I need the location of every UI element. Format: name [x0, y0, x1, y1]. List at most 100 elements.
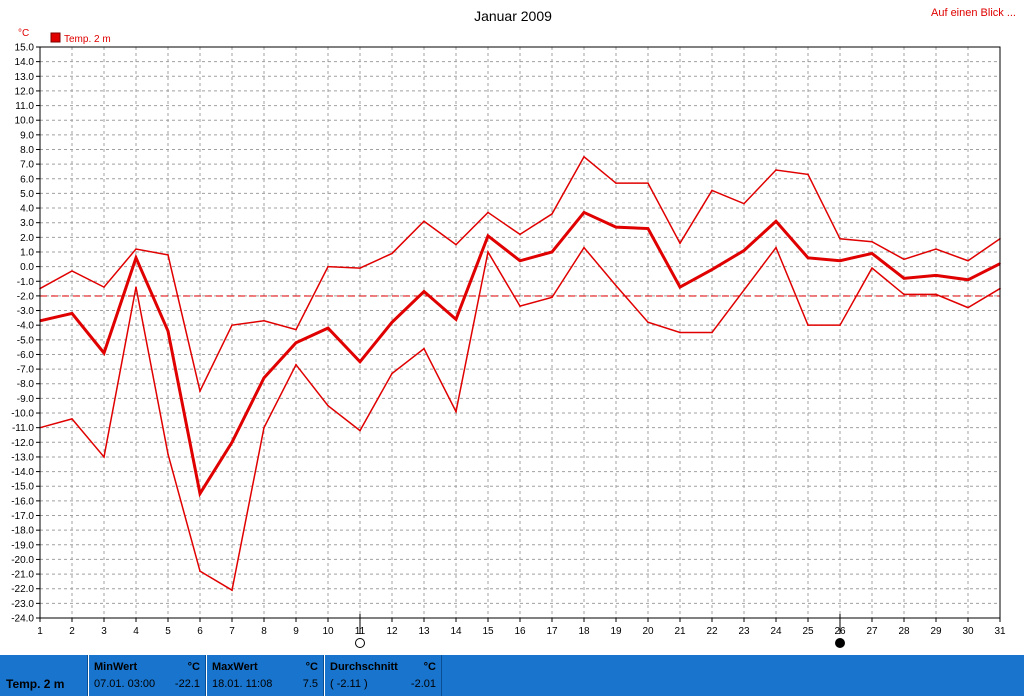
data-point-max [519, 233, 521, 236]
x-tick-label: 19 [610, 626, 622, 637]
y-tick-label: -20.0 [11, 555, 34, 566]
data-point-max [935, 248, 937, 250]
data-point-min [263, 426, 265, 429]
x-tick-label: 17 [546, 626, 558, 637]
max-value-box: MaxWert °C 18.01. 11:08 7.5 [207, 655, 324, 696]
data-point-min [327, 404, 329, 407]
max-header: MaxWert [212, 661, 258, 673]
statistics-bar: Temp. 2 m MinWert °C 07.01. 03:00 -22.1 … [0, 655, 1024, 696]
y-tick-label: -10.0 [11, 409, 34, 420]
y-tick-label: 1.0 [20, 247, 34, 258]
data-point-min [295, 363, 297, 366]
legend-label[interactable]: Temp. 2 m [64, 34, 111, 45]
x-tick-label: 3 [101, 626, 107, 637]
x-tick-label: 23 [738, 626, 750, 637]
overview-link[interactable]: Auf einen Blick ... [931, 7, 1016, 19]
data-point-mean [839, 259, 841, 262]
y-tick-label: -5.0 [17, 335, 35, 346]
y-tick-label: 11.0 [15, 101, 34, 112]
min-value-box: MinWert °C 07.01. 03:00 -22.1 [89, 655, 206, 696]
data-point-mean [391, 321, 393, 324]
footer-series: Temp. 2 m [0, 655, 88, 696]
data-point-mean [551, 251, 553, 253]
y-tick-label: 5.0 [20, 189, 34, 200]
y-tick-label: 8.0 [20, 145, 34, 156]
x-tick-label: 25 [802, 626, 814, 637]
y-tick-label: -21.0 [11, 570, 34, 581]
y-tick-label: 3.0 [20, 218, 34, 229]
y-tick-label: -4.0 [17, 321, 35, 332]
y-tick-label: -3.0 [17, 306, 35, 317]
avg-unit: °C [423, 661, 436, 673]
y-tick-label: 2.0 [20, 233, 34, 244]
grid [40, 47, 1000, 618]
data-point-max [135, 248, 137, 250]
y-axis-ticks: -24.0 -23.0 -22.0 -21.0 -20.0 -19.0 -18.0 -17.0… [11, 43, 40, 625]
y-tick-label: -13.0 [11, 452, 34, 463]
data-point-max [71, 270, 73, 272]
y-tick-label: -11.0 [12, 423, 34, 434]
data-point-max [231, 324, 233, 326]
y-tick-label: -24.0 [11, 614, 34, 625]
legend-swatch[interactable] [50, 32, 61, 43]
data-point-mean [711, 268, 713, 271]
x-tick-label: 1 [37, 626, 43, 637]
data-point-mean [199, 492, 201, 495]
data-point-min [935, 293, 937, 296]
data-point-max [167, 254, 169, 256]
data-point-min [455, 410, 457, 413]
data-point-mean [167, 330, 169, 332]
data-point-min [615, 284, 617, 287]
data-point-min [679, 331, 681, 334]
y-tick-label: -19.0 [11, 540, 34, 551]
y-tick-label: 15.0 [15, 43, 35, 54]
x-tick-label: 8 [261, 626, 267, 637]
data-point-min [647, 321, 649, 324]
x-axis-ticks: 1 2 3 4 5 6 7 8 9 10 11 12 13 14 15 16 17 18 19 20 21 22 23 24 2… [37, 618, 1006, 637]
data-point-mean [135, 257, 137, 259]
y-tick-label: 4.0 [20, 204, 34, 215]
x-tick-label: 16 [514, 626, 526, 637]
y-tick-label: 0.0 [20, 262, 34, 273]
data-point-mean [647, 227, 649, 230]
y-tick-label: -23.0 [11, 599, 34, 610]
y-tick-label: -1.0 [17, 277, 35, 288]
data-point-max [359, 267, 361, 269]
y-tick-label: 9.0 [20, 130, 34, 141]
x-tick-label: 5 [165, 626, 171, 637]
x-tick-label: 2 [69, 626, 75, 637]
y-tick-label: -16.0 [11, 496, 34, 507]
data-point-max [103, 286, 105, 288]
x-tick-label: 29 [930, 626, 942, 637]
data-point-mean [231, 441, 233, 444]
x-tick-label: 12 [386, 626, 398, 637]
data-point-mean [423, 290, 425, 293]
max-value: 7.5 [302, 678, 318, 690]
x-tick-label: 6 [197, 626, 203, 637]
data-point-min [903, 293, 905, 296]
data-point-min [807, 324, 809, 326]
min-header: MinWert [94, 661, 138, 673]
data-point-mean [103, 352, 105, 354]
x-tick-label: 31 [994, 626, 1006, 637]
data-point-max [711, 189, 713, 192]
temperature-chart: Januar 2009 Auf einen Blick ... °C Temp.… [11, 7, 1016, 648]
data-point-max [807, 173, 809, 176]
x-tick-label: 30 [962, 626, 974, 637]
avg-value: -2.01 [410, 678, 436, 690]
data-point-max [647, 182, 649, 184]
y-tick-label: 6.0 [20, 174, 34, 185]
data-point-mean [71, 312, 73, 315]
x-tick-label: 13 [418, 626, 430, 637]
data-point-min [775, 246, 777, 249]
x-tick-label: 4 [133, 626, 139, 637]
data-point-max [327, 265, 329, 268]
data-point-mean [679, 286, 681, 288]
data-point-min [711, 331, 713, 334]
avg-header: Durchschnitt [330, 661, 398, 673]
data-point-min [583, 246, 585, 249]
data-point-max [423, 220, 425, 223]
data-point-max [199, 390, 201, 392]
data-point-mean [615, 226, 617, 228]
avg-sub: ( -2.11 ) [330, 678, 368, 690]
